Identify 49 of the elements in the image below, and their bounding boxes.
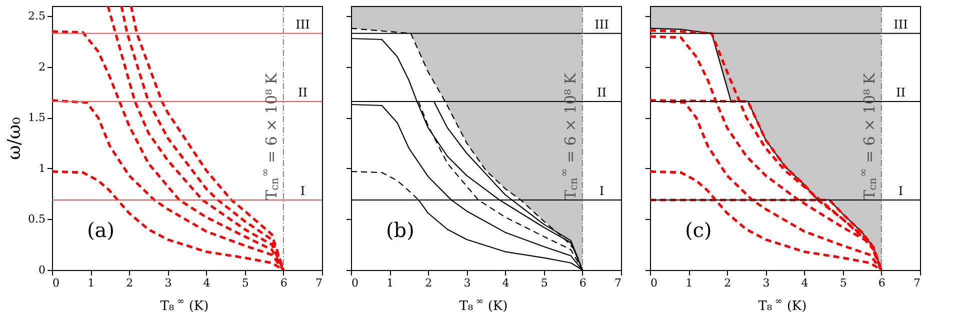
x-tick-label: 2 xyxy=(724,276,732,290)
x-tick-label: 1 xyxy=(386,276,394,290)
ref-line-label: III xyxy=(296,17,310,32)
ref-line-label: Tcn∞ = 6 × 10⁸ K xyxy=(558,72,580,200)
x-tick-label: 4 xyxy=(203,276,210,290)
ref-line-label: II xyxy=(896,85,906,100)
x-tick-label: 5 xyxy=(540,276,548,290)
x-tick-label: 0 xyxy=(650,276,658,290)
x-tick-label: 2 xyxy=(425,276,432,290)
x-tick-label: 3 xyxy=(464,276,471,290)
ref-line-label: II xyxy=(596,85,607,100)
y-tick-label: 0.5 xyxy=(28,212,46,226)
x-tick-label: 4 xyxy=(801,276,808,290)
x-tick-label: 6 xyxy=(579,276,586,290)
x-tick-label: 5 xyxy=(840,276,847,290)
ref-line-label: Tcn∞ = 6 × 10⁸ K xyxy=(259,72,282,200)
annotation: (c) xyxy=(685,218,712,242)
annotation: (a) xyxy=(87,218,115,242)
x-tick-label: 6 xyxy=(280,276,288,290)
x-tick-label: 3 xyxy=(762,276,770,290)
x-tick-label: 7 xyxy=(614,276,622,290)
ref-line-label: II xyxy=(298,85,308,100)
ref-line-label: Tcn∞ = 6 × 10⁸ K xyxy=(857,72,880,200)
x-tick-label: 4 xyxy=(502,276,510,290)
x-axis-title: T₈∞ (K) xyxy=(160,296,209,314)
ref-line-label: I xyxy=(599,184,604,198)
x-tick-label: 1 xyxy=(686,276,693,290)
ref-line-label: I xyxy=(898,184,904,198)
y-tick-label: 0 xyxy=(38,264,46,276)
x-tick-label: 5 xyxy=(242,276,249,290)
x-axis-title: T₈∞ (K) xyxy=(459,296,508,314)
ref-line-label: III xyxy=(594,17,610,32)
y-tick-label: 2.5 xyxy=(28,10,46,23)
y-tick-label: 2 xyxy=(38,60,46,74)
annotation: (b) xyxy=(386,218,414,242)
x-tick-label: 6 xyxy=(878,276,886,290)
x-tick-label: 1 xyxy=(88,276,95,290)
y-tick-label: 1.5 xyxy=(28,111,46,124)
x-tick-label: 7 xyxy=(316,276,322,290)
x-tick-label: 0 xyxy=(52,276,60,290)
x-tick-label: 3 xyxy=(164,276,172,290)
y-tick-label: 1 xyxy=(38,162,46,175)
x-tick-label: 7 xyxy=(914,276,920,290)
x-tick-label: 2 xyxy=(126,276,134,290)
x-axis-title: T₈∞ (K) xyxy=(758,296,807,314)
y-axis-title: ω/ω₀ xyxy=(4,117,26,160)
ref-line-label: I xyxy=(300,184,306,198)
x-tick-label: 0 xyxy=(352,276,358,290)
ref-line-label: III xyxy=(894,17,908,32)
